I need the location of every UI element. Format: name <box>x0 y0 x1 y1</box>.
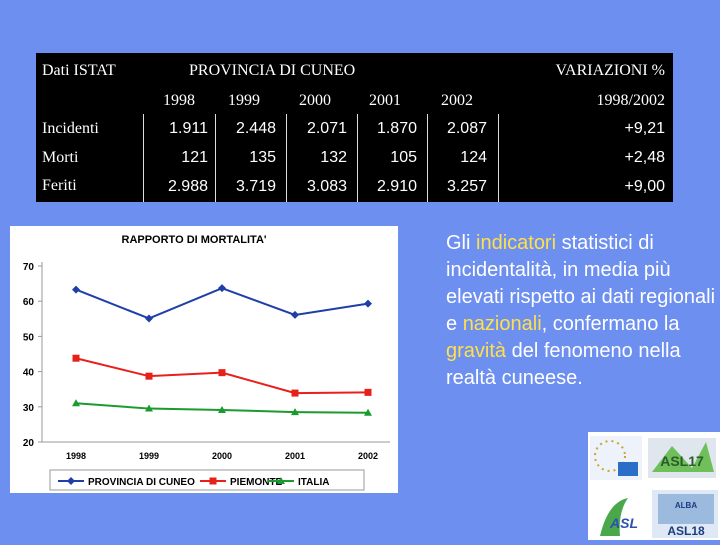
data-point <box>145 372 153 380</box>
variation-period-header: 1998/2002 <box>596 92 665 109</box>
table-region-title: PROVINCIA DI CUNEO <box>189 62 356 79</box>
table-cell: 2.071 <box>306 120 347 137</box>
table-source-label: Dati ISTAT <box>42 62 116 79</box>
y-tick-label: 50 <box>23 332 35 343</box>
asl18-logo-text: ASL18 <box>667 524 705 538</box>
column-divider <box>357 114 358 202</box>
logos-svg: ASL17 ASL ALBA ASL18 <box>590 436 718 538</box>
data-point <box>72 285 80 294</box>
paragraph-highlight: gravità <box>446 340 507 362</box>
table-cell: 121 <box>181 149 208 166</box>
paragraph-text: statistici di incidentalità, in media pi… <box>446 232 716 335</box>
mortality-chart-svg: RAPPORTO DI MORTALITA' 20 30 40 50 60 70 1998 19… <box>23 234 390 491</box>
legend-label: PROVINCIA DI CUNEO <box>88 477 195 488</box>
data-point <box>145 314 153 323</box>
variation-cell: +9,00 <box>624 178 665 195</box>
data-point <box>218 369 226 377</box>
column-divider <box>427 114 428 202</box>
x-tick-label: 2001 <box>285 451 305 461</box>
data-point <box>145 404 153 412</box>
data-point <box>364 299 372 308</box>
data-point <box>218 405 226 413</box>
y-tick-label: 40 <box>23 368 35 379</box>
asl18-alba-logo: ALBA ASL18 <box>652 490 718 538</box>
variation-cell: +9,21 <box>624 120 665 137</box>
asl-logo-text: ASL <box>609 515 638 531</box>
logos-panel: ASL17 ASL ALBA ASL18 <box>588 432 720 540</box>
paragraph-highlight: nazionali <box>462 313 542 335</box>
table-variation-title: VARIAZIONI % <box>555 62 665 79</box>
y-tick-label: 30 <box>23 403 35 414</box>
y-tick-label: 70 <box>23 262 35 273</box>
row-label-feriti: Feriti <box>42 177 77 194</box>
eu-stars-logo <box>590 436 642 480</box>
data-point <box>218 284 226 293</box>
data-point <box>72 399 80 407</box>
paragraph-highlight: indicatori <box>476 232 557 254</box>
row-label-morti: Morti <box>42 149 79 166</box>
column-divider <box>143 114 144 202</box>
legend-label: PIEMONTE <box>230 477 283 488</box>
table-cell: 105 <box>390 149 417 166</box>
table-cell: 1.911 <box>169 120 208 137</box>
data-point <box>364 408 372 416</box>
data-point <box>72 354 80 362</box>
table-cell: 2.988 <box>167 178 208 195</box>
table-cell: 132 <box>320 149 347 166</box>
x-tick-label: 1999 <box>139 451 159 461</box>
column-divider <box>215 114 216 202</box>
x-tick-label: 1998 <box>66 451 86 461</box>
table-cell: 2.448 <box>235 120 276 137</box>
series-line-0 <box>75 287 369 320</box>
asl17-logo-text: ASL17 <box>660 453 704 469</box>
y-tick-label: 60 <box>23 297 35 308</box>
paragraph-text: del fenomeno nella realtà cuneese. <box>446 340 681 389</box>
table-cell: 1.870 <box>376 120 417 137</box>
column-divider <box>498 114 499 202</box>
year-header: 1998 <box>163 92 195 109</box>
paragraph-text: , confermano la <box>541 313 680 335</box>
data-point <box>291 389 299 397</box>
column-divider <box>286 114 287 202</box>
table-cell: 2.087 <box>446 120 487 137</box>
table-cell: 3.719 <box>235 178 276 195</box>
legend-label: ITALIA <box>298 477 329 488</box>
table-cell: 3.257 <box>446 178 487 195</box>
chart-title: RAPPORTO DI MORTALITA' <box>122 234 267 246</box>
year-header: 2001 <box>369 92 401 109</box>
table-cell: 3.083 <box>306 178 347 195</box>
variation-cell: +2,48 <box>624 149 665 166</box>
table-cell: 124 <box>460 149 487 166</box>
mortality-chart: RAPPORTO DI MORTALITA' 20 30 40 50 60 70 1998 19… <box>10 226 398 493</box>
data-point <box>364 388 372 396</box>
year-header: 2000 <box>299 92 331 109</box>
legend-marker <box>209 477 217 485</box>
legend-marker <box>277 477 285 484</box>
alba-logo-text: ALBA <box>675 501 697 510</box>
table-cell: 135 <box>249 149 276 166</box>
asl-logo: ASL <box>594 494 642 538</box>
y-tick-label: 20 <box>23 438 35 449</box>
data-table: Dati ISTAT PROVINCIA DI CUNEO VARIAZIONI… <box>36 53 673 202</box>
paragraph-text: Gli <box>446 232 476 254</box>
year-header: 2002 <box>441 92 473 109</box>
year-header: 1999 <box>228 92 260 109</box>
summary-paragraph: Gli indicatori statistici di incidentali… <box>446 230 720 392</box>
legend-marker <box>67 477 75 485</box>
x-tick-label: 2000 <box>212 451 232 461</box>
x-tick-label: 2002 <box>358 451 378 461</box>
asl17-logo: ASL17 <box>648 438 716 478</box>
table-cell: 2.910 <box>376 178 417 195</box>
row-label-incidenti: Incidenti <box>42 120 99 137</box>
data-point <box>291 310 299 319</box>
data-point <box>291 408 299 416</box>
